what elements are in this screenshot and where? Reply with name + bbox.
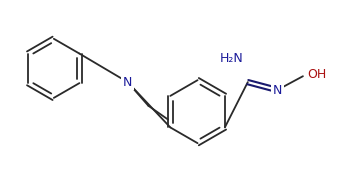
Text: N: N xyxy=(273,84,282,96)
Text: OH: OH xyxy=(307,68,326,81)
Text: H₂N: H₂N xyxy=(220,52,244,65)
Text: N: N xyxy=(123,76,132,89)
